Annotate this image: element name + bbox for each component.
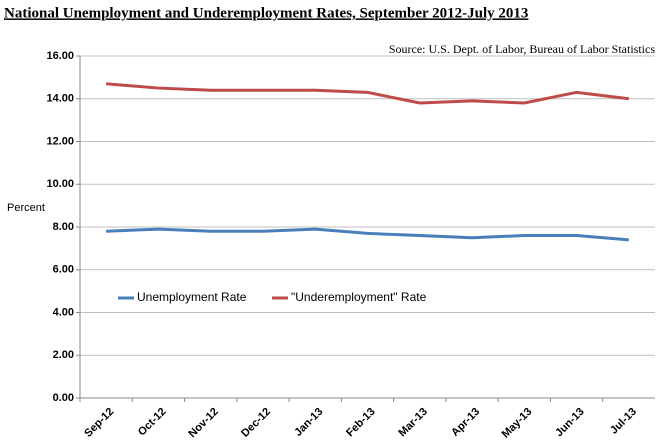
source-note: Source: U.S. Dept. of Labor, Bureau of L… (389, 42, 655, 56)
series-line (106, 82, 630, 105)
y-tick-label: 12.00 (46, 135, 74, 147)
y-axis-label: Percent (7, 202, 45, 214)
legend-label: Unemployment Rate (137, 290, 247, 304)
y-tick-label: 6.00 (53, 264, 74, 276)
chart-title: National Unemployment and Underemploymen… (4, 5, 528, 21)
series-line (106, 227, 629, 242)
y-tick-label: 0.00 (53, 392, 74, 404)
y-tick-label: 8.00 (53, 221, 74, 233)
y-tick-label: 10.00 (46, 178, 74, 190)
y-tick-label: 16.00 (46, 50, 74, 62)
y-tick-label: 14.00 (46, 93, 74, 105)
y-tick-label: 4.00 (53, 306, 74, 318)
legend-label: "Underemployment" Rate (291, 290, 427, 304)
y-tick-label: 2.00 (53, 349, 74, 361)
